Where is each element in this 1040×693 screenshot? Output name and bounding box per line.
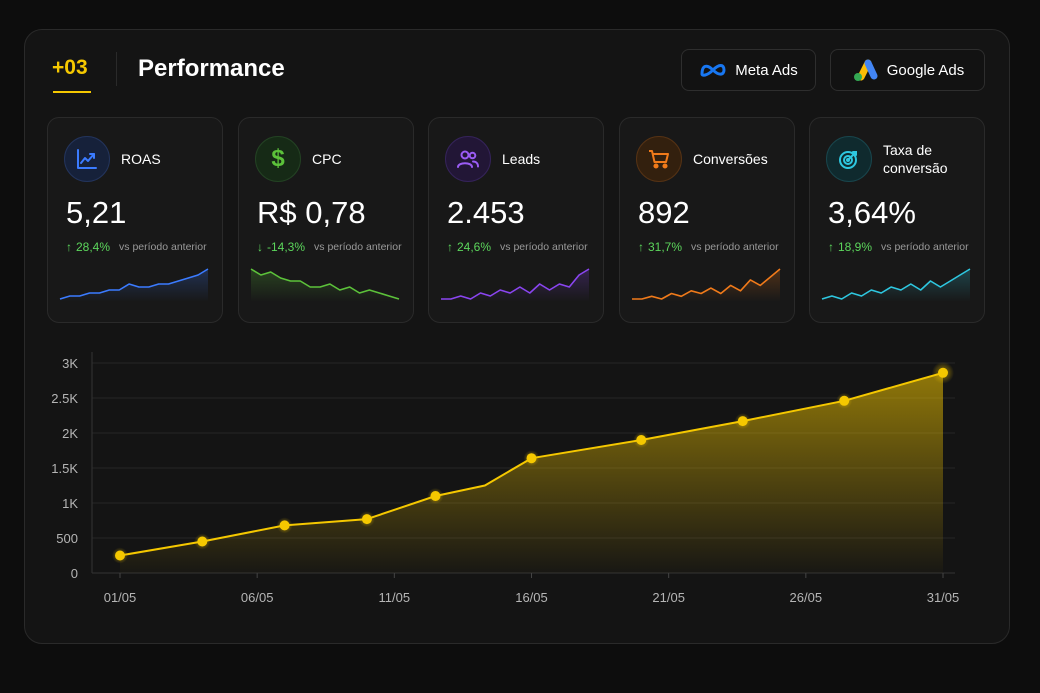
data-point	[430, 491, 441, 501]
sparkline	[441, 268, 590, 302]
cart-icon	[636, 136, 682, 182]
sparkline-line	[821, 268, 971, 300]
y-tick-label: 1K	[62, 496, 78, 511]
sparkline-line	[632, 268, 781, 300]
data-point	[938, 367, 948, 378]
x-tick-label: 06/05	[241, 590, 274, 605]
sparkline	[632, 268, 781, 302]
kpi-delta: ↑ 18,9% vs período anterior	[828, 240, 969, 254]
target-icon	[826, 136, 872, 182]
chart-points	[112, 361, 954, 564]
delta-caption: vs período anterior	[314, 241, 402, 253]
kpi-card-roas[interactable]: ROAS 5,21 ↑ 28,4% vs período anterior	[47, 117, 223, 323]
delta-value: 24,6%	[457, 240, 492, 254]
x-tick-label: 11/05	[379, 590, 411, 605]
y-tick-label: 2K	[62, 426, 78, 441]
meta-ads-label: Meta Ads	[735, 61, 798, 79]
x-axis: 01/05 06/05 11/05 16/05 21/05 26/05 31/05	[104, 573, 960, 605]
google-ads-label: Google Ads	[886, 61, 965, 79]
kpi-delta: ↑ 31,7% vs período anterior	[638, 240, 779, 254]
kpi-label: ROAS	[121, 151, 161, 167]
kpi-label: Leads	[502, 151, 541, 167]
kpi-value: R$ 0,78	[257, 195, 366, 230]
series-line	[119, 371, 944, 557]
data-point	[526, 453, 537, 464]
kpi-delta: ↑ 28,4% vs período anterior	[66, 240, 207, 254]
chart-area	[119, 371, 944, 573]
page-title: Performance	[138, 55, 285, 82]
delta-caption: vs período anterior	[119, 241, 207, 253]
sparkline-fill	[632, 269, 780, 302]
x-tick-label: 31/05	[927, 590, 960, 605]
data-point	[839, 395, 850, 406]
delta-caption: vs período anterior	[500, 241, 588, 253]
delta-caption: vs período anterior	[881, 241, 969, 253]
y-tick-label: 1.5K	[51, 461, 78, 476]
kpi-value: 2.453	[447, 195, 525, 230]
y-tick-label: 0	[71, 566, 78, 581]
x-tick-label: 01/05	[104, 590, 137, 605]
kpi-label: Taxa de conversão	[883, 142, 948, 176]
users-icon	[445, 136, 491, 182]
kpi-value: 3,64%	[828, 195, 916, 230]
data-point	[115, 550, 125, 561]
x-tick-label: 26/05	[790, 590, 823, 605]
delta-value: 31,7%	[648, 240, 683, 254]
kpi-label: Conversões	[693, 151, 768, 167]
sparkline	[59, 268, 209, 302]
kpi-delta: ↑ 24,6% vs período anterior	[447, 240, 588, 254]
delta-value: 18,9%	[838, 240, 873, 254]
header-divider	[116, 52, 117, 86]
kpi-card-conversions[interactable]: Conversões 892 ↑ 31,7% vs período anteri…	[619, 117, 795, 323]
y-tick-label: 2.5K	[51, 391, 78, 406]
data-point	[636, 435, 647, 445]
dollar-icon: $	[255, 136, 301, 182]
sparkline-fill	[441, 269, 589, 302]
data-point	[197, 536, 208, 547]
kpi-delta: ↓ -14,3% vs período anterior	[257, 240, 402, 254]
x-tick-label: 16/05	[515, 590, 548, 605]
sparkline	[250, 268, 400, 302]
meta-logo-icon	[699, 62, 727, 78]
sparkline-line	[59, 268, 209, 300]
data-point	[279, 520, 290, 531]
sparkline-fill	[822, 269, 970, 302]
trend-chart-icon	[64, 136, 110, 182]
y-tick-label: 500	[56, 531, 78, 546]
google-ads-logo-icon	[851, 57, 879, 83]
kpi-label: CPC	[312, 151, 342, 167]
google-ads-button[interactable]: Google Ads	[830, 49, 985, 91]
delta-value: 28,4%	[76, 240, 111, 254]
y-axis: 0 500 1K 1.5K 2K 2.5K 3K	[51, 356, 78, 581]
area-fill	[120, 372, 943, 573]
sparkline-line	[250, 268, 400, 300]
kpi-value: 5,21	[66, 195, 127, 230]
arrow-up-icon: ↑	[447, 240, 453, 254]
kpi-card-leads[interactable]: Leads 2.453 ↑ 24,6% vs período anterior	[428, 117, 604, 323]
kpi-value: 892	[638, 195, 690, 230]
arrow-up-icon: ↑	[638, 240, 644, 254]
meta-ads-button[interactable]: Meta Ads	[681, 49, 816, 91]
delta-value: -14,3%	[267, 240, 306, 254]
y-tick-label: 3K	[62, 356, 78, 371]
arrow-up-icon: ↑	[66, 240, 72, 254]
sparkline	[821, 268, 971, 302]
x-tick-label: 21/05	[652, 590, 685, 605]
kpi-card-cpc[interactable]: $ CPC R$ 0,78 ↓ -14,3% vs período anteri…	[238, 117, 414, 323]
data-point	[361, 514, 372, 525]
count-badge: +03	[52, 56, 88, 79]
delta-caption: vs período anterior	[691, 241, 779, 253]
sparkline-line	[441, 268, 590, 300]
kpi-card-conversion-rate[interactable]: Taxa de conversão 3,64% ↑ 18,9% vs perío…	[809, 117, 985, 323]
arrow-down-icon: ↓	[257, 240, 263, 254]
arrow-up-icon: ↑	[828, 240, 834, 254]
data-point	[737, 416, 748, 427]
badge-underline	[53, 91, 91, 93]
